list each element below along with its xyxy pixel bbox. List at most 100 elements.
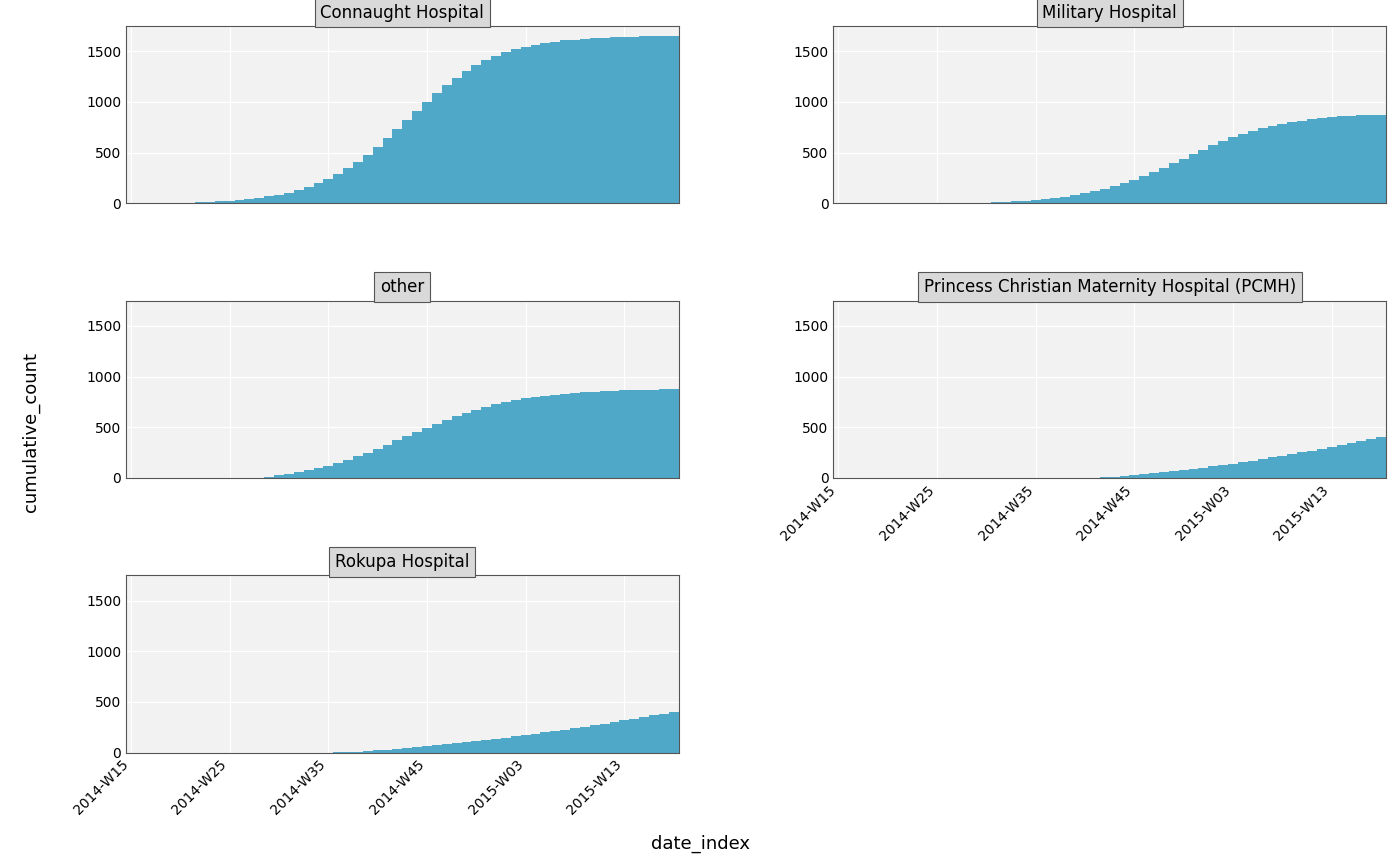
- Bar: [392, 440, 402, 477]
- Bar: [1198, 468, 1208, 477]
- Bar: [589, 725, 599, 753]
- Bar: [1257, 459, 1267, 477]
- Bar: [452, 743, 462, 753]
- Bar: [1208, 145, 1218, 203]
- Bar: [363, 751, 372, 753]
- Bar: [521, 399, 531, 477]
- Bar: [392, 129, 402, 203]
- Bar: [531, 734, 540, 753]
- Bar: [511, 736, 521, 753]
- Bar: [550, 394, 560, 477]
- Bar: [214, 202, 224, 203]
- Bar: [314, 468, 323, 477]
- Bar: [491, 56, 501, 203]
- Bar: [442, 85, 452, 203]
- Bar: [1198, 150, 1208, 203]
- Bar: [629, 390, 640, 477]
- Title: Princess Christian Maternity Hospital (PCMH): Princess Christian Maternity Hospital (P…: [924, 279, 1296, 297]
- Bar: [323, 179, 333, 203]
- Bar: [1247, 131, 1257, 203]
- Bar: [1347, 443, 1357, 477]
- Bar: [669, 712, 679, 753]
- Bar: [462, 742, 472, 753]
- Bar: [1277, 456, 1288, 477]
- Bar: [433, 424, 442, 477]
- Bar: [343, 169, 353, 203]
- Bar: [382, 138, 392, 203]
- Bar: [1298, 452, 1308, 477]
- Title: Military Hospital: Military Hospital: [1043, 3, 1177, 22]
- Bar: [1218, 141, 1228, 203]
- Bar: [560, 394, 570, 477]
- Bar: [1159, 472, 1169, 477]
- Bar: [353, 457, 363, 477]
- Bar: [1030, 200, 1040, 203]
- Bar: [1337, 445, 1347, 477]
- Bar: [570, 40, 580, 203]
- Bar: [472, 66, 482, 203]
- Bar: [491, 404, 501, 477]
- Bar: [363, 155, 372, 203]
- Bar: [540, 395, 550, 477]
- Bar: [433, 746, 442, 753]
- Bar: [589, 38, 599, 203]
- Bar: [372, 146, 382, 203]
- Bar: [531, 45, 540, 203]
- Bar: [462, 71, 472, 203]
- Bar: [433, 93, 442, 203]
- Bar: [1140, 474, 1149, 477]
- Bar: [353, 752, 363, 753]
- Bar: [472, 410, 482, 477]
- Bar: [1308, 451, 1317, 477]
- Bar: [204, 202, 214, 203]
- Bar: [284, 193, 294, 203]
- Bar: [550, 731, 560, 753]
- Bar: [521, 47, 531, 203]
- Bar: [1189, 469, 1198, 477]
- Bar: [511, 400, 521, 477]
- Bar: [1218, 465, 1228, 477]
- Bar: [531, 397, 540, 477]
- Bar: [659, 36, 669, 203]
- Bar: [1159, 168, 1169, 203]
- Bar: [599, 38, 609, 203]
- Bar: [1238, 462, 1247, 477]
- Bar: [1179, 158, 1189, 203]
- Bar: [501, 738, 511, 753]
- Bar: [629, 719, 640, 753]
- Bar: [599, 391, 609, 477]
- Bar: [1288, 454, 1298, 477]
- Bar: [1169, 471, 1179, 477]
- Bar: [1040, 199, 1050, 203]
- Bar: [1298, 120, 1308, 203]
- Bar: [619, 721, 629, 753]
- Bar: [1267, 126, 1277, 203]
- Bar: [1277, 124, 1288, 203]
- Bar: [442, 420, 452, 477]
- Bar: [650, 36, 659, 203]
- Bar: [1228, 138, 1238, 203]
- Bar: [629, 36, 640, 203]
- Bar: [1001, 202, 1011, 203]
- Bar: [609, 37, 619, 203]
- Bar: [452, 416, 462, 477]
- Bar: [224, 201, 235, 203]
- Bar: [991, 202, 1001, 203]
- Bar: [1228, 464, 1238, 477]
- Bar: [540, 43, 550, 203]
- Bar: [363, 452, 372, 477]
- Bar: [1247, 460, 1257, 477]
- Bar: [382, 445, 392, 477]
- Bar: [372, 750, 382, 753]
- Bar: [353, 162, 363, 203]
- Bar: [1327, 447, 1337, 477]
- Bar: [265, 196, 274, 203]
- Bar: [570, 728, 580, 753]
- Bar: [550, 42, 560, 203]
- Bar: [640, 36, 650, 203]
- Bar: [1120, 183, 1130, 203]
- Bar: [580, 39, 589, 203]
- Bar: [1050, 198, 1060, 203]
- Bar: [402, 436, 412, 477]
- Bar: [640, 717, 650, 753]
